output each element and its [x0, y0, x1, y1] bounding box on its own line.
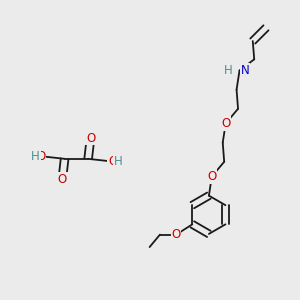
Text: O: O: [58, 173, 67, 186]
Text: O: O: [86, 132, 95, 145]
Text: O: O: [172, 228, 181, 241]
Text: O: O: [207, 170, 217, 183]
Text: N: N: [241, 64, 250, 77]
Text: H: H: [114, 155, 122, 168]
Text: H: H: [31, 150, 40, 163]
Text: O: O: [37, 150, 46, 163]
Text: O: O: [108, 155, 117, 168]
Text: H: H: [224, 64, 233, 77]
Text: O: O: [221, 117, 230, 130]
